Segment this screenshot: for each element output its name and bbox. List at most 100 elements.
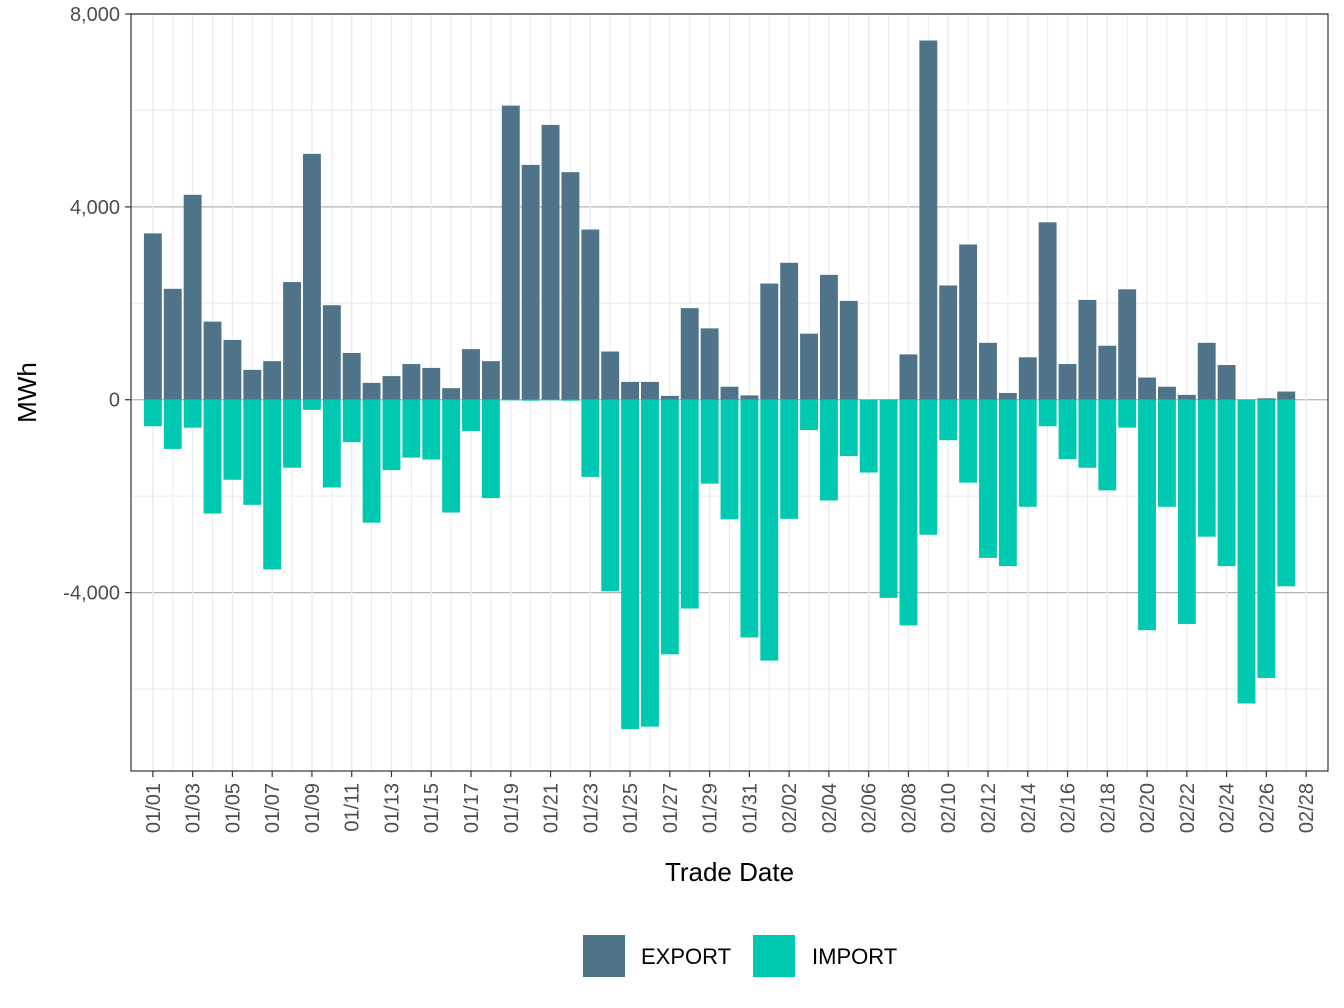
x-tick-label: 02/16 xyxy=(1058,783,1080,833)
y-tick-label: -4,000 xyxy=(63,583,120,605)
bar-import-01-11 xyxy=(342,399,361,443)
bar-import-01-29 xyxy=(700,399,719,484)
bar-import-01-17 xyxy=(462,399,480,432)
bar-export-02-24 xyxy=(1217,365,1236,400)
x-tick-label: 01/21 xyxy=(541,783,563,833)
bar-import-01-19 xyxy=(501,399,520,401)
bar-import-02-27 xyxy=(1277,399,1296,587)
bar-import-01-01 xyxy=(143,399,162,427)
bar-export-02-09 xyxy=(919,40,938,400)
x-tick-label: 02/24 xyxy=(1217,783,1239,833)
bar-import-01-24 xyxy=(601,399,620,592)
bar-export-01-03 xyxy=(183,194,202,400)
bar-export-01-08 xyxy=(283,282,302,400)
bar-import-01-05 xyxy=(223,399,242,480)
bar-import-01-09 xyxy=(302,399,321,410)
bar-export-02-02 xyxy=(780,262,799,400)
x-tick-label: 01/31 xyxy=(739,783,761,833)
bar-import-01-28 xyxy=(680,399,699,609)
y-tick-label: 4,000 xyxy=(70,197,120,219)
bar-export-01-30 xyxy=(720,386,739,400)
bar-import-02-26 xyxy=(1257,399,1276,678)
bar-import-02-19 xyxy=(1118,399,1137,428)
bar-import-01-22 xyxy=(561,399,580,401)
bar-import-02-22 xyxy=(1177,399,1196,624)
bar-import-02-21 xyxy=(1157,399,1176,507)
bar-import-01-16 xyxy=(442,399,461,513)
y-tick-label: 0 xyxy=(109,390,120,412)
bar-import-01-31 xyxy=(740,399,759,638)
bar-export-02-16 xyxy=(1058,364,1077,400)
x-tick-label: 01/01 xyxy=(143,783,165,833)
bar-import-02-15 xyxy=(1038,399,1057,427)
bar-import-02-07 xyxy=(879,399,898,598)
bar-import-01-08 xyxy=(283,399,302,468)
bar-export-01-29 xyxy=(700,328,719,400)
x-tick-label: 02/28 xyxy=(1296,783,1318,833)
bar-import-01-02 xyxy=(163,399,182,449)
bar-import-02-01 xyxy=(760,399,779,661)
x-tick-label: 01/13 xyxy=(381,783,403,833)
x-tick-label: 01/23 xyxy=(580,783,602,833)
bar-export-01-17 xyxy=(462,349,480,400)
bar-import-02-17 xyxy=(1078,399,1097,468)
bar-export-01-18 xyxy=(481,361,500,400)
bars-layer xyxy=(143,40,1296,730)
bar-export-01-28 xyxy=(680,308,699,400)
bar-export-01-07 xyxy=(263,361,282,400)
bar-export-02-11 xyxy=(959,244,978,400)
bar-export-02-26 xyxy=(1257,398,1276,400)
bar-export-02-23 xyxy=(1197,342,1216,400)
legend-label-export: EXPORT xyxy=(641,944,731,969)
bar-export-01-31 xyxy=(740,395,759,400)
bar-export-01-22 xyxy=(561,172,580,400)
bar-import-02-03 xyxy=(800,399,818,431)
y-tick-label: 8,000 xyxy=(70,4,120,26)
bar-import-02-06 xyxy=(859,399,878,473)
bar-import-02-08 xyxy=(899,399,918,626)
bar-export-01-13 xyxy=(382,376,401,400)
bar-import-01-21 xyxy=(541,399,560,401)
x-tick-label: 01/09 xyxy=(302,783,324,833)
bar-export-01-05 xyxy=(223,339,242,400)
bar-export-02-21 xyxy=(1157,386,1176,400)
legend: EXPORT IMPORT xyxy=(583,935,897,977)
x-tick-label: 02/18 xyxy=(1097,783,1119,833)
x-tick-label: 02/20 xyxy=(1137,783,1159,833)
bar-import-01-04 xyxy=(203,399,222,514)
bar-import-01-12 xyxy=(362,399,381,523)
bar-export-02-08 xyxy=(899,354,918,400)
bar-import-02-10 xyxy=(939,399,958,441)
bar-export-01-11 xyxy=(342,352,361,400)
bar-import-01-10 xyxy=(322,399,341,488)
bar-import-01-20 xyxy=(521,399,540,401)
bar-export-01-23 xyxy=(581,229,600,400)
legend-label-import: IMPORT xyxy=(812,944,897,969)
x-tick-label: 02/14 xyxy=(1018,783,1040,833)
bar-export-02-03 xyxy=(800,333,818,400)
bar-export-02-01 xyxy=(760,283,779,400)
bar-export-02-22 xyxy=(1177,394,1196,400)
bar-export-01-20 xyxy=(521,164,540,400)
bar-import-02-13 xyxy=(998,399,1017,567)
x-tick-label: 02/02 xyxy=(779,783,801,833)
panel-border xyxy=(130,13,1329,772)
bar-export-01-25 xyxy=(621,381,640,400)
bar-export-02-05 xyxy=(839,300,858,400)
bar-import-01-30 xyxy=(720,399,739,520)
bar-import-01-27 xyxy=(660,399,679,655)
bar-export-02-13 xyxy=(998,392,1017,400)
bar-export-01-27 xyxy=(660,395,679,400)
bar-import-02-25 xyxy=(1237,399,1256,704)
bar-export-01-16 xyxy=(442,388,461,400)
y-axis: -4,000 0 4,000 8,000 xyxy=(63,4,131,605)
x-tick-label: 02/22 xyxy=(1177,783,1199,833)
x-tick-label: 01/19 xyxy=(501,783,523,833)
x-tick-label: 01/17 xyxy=(461,783,483,833)
bar-export-02-15 xyxy=(1038,222,1057,400)
x-tick-label: 02/08 xyxy=(898,783,920,833)
x-axis-title: Trade Date xyxy=(665,857,794,887)
bar-import-01-14 xyxy=(402,399,421,458)
